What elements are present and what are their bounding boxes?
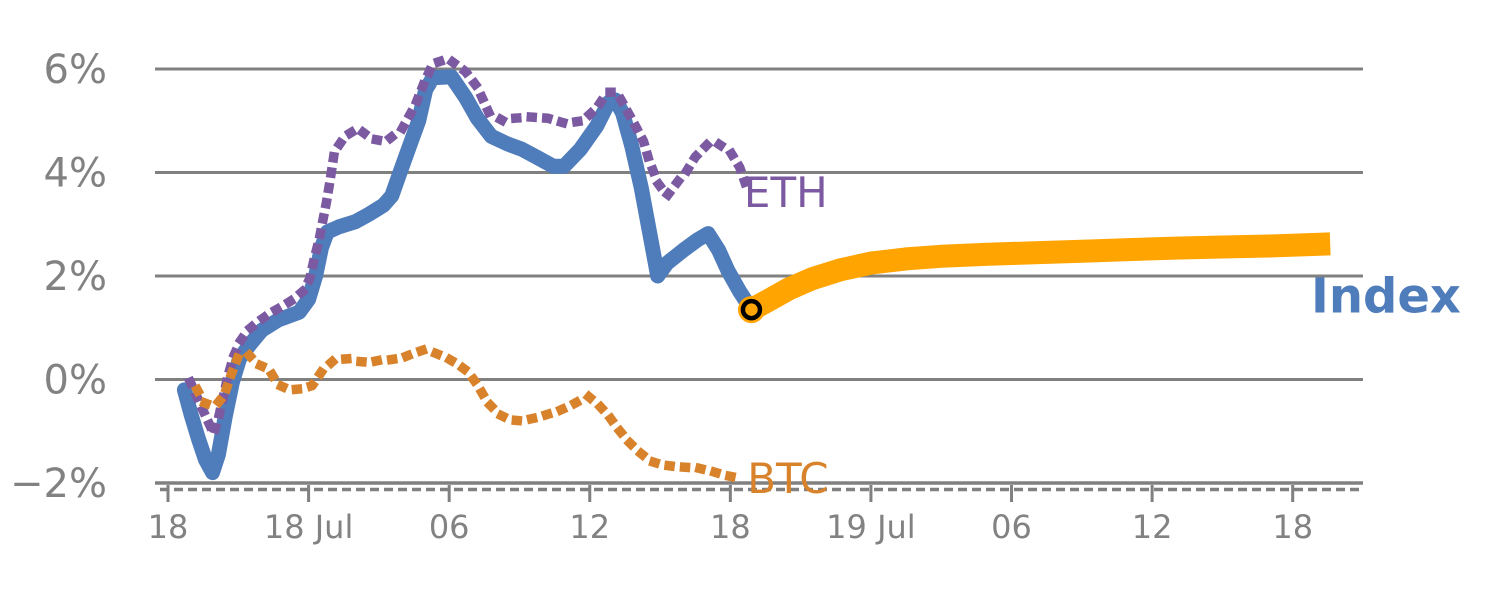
series-label-eth: ETH [744,168,828,217]
x-tick-label: 18 [1272,508,1313,546]
series-eth-line [184,53,751,439]
series-label-index: Index [1311,269,1461,325]
series-btc-line [190,345,749,485]
y-tick-label: −2% [10,461,107,507]
forecast-start-marker [740,298,763,321]
series-index-forecast-line [745,232,1331,320]
x-tick-label: 19 Jul [826,508,916,546]
x-tick-label: 12 [1132,508,1173,546]
series-index-line [176,69,759,481]
x-tick-label: 18 [148,508,189,546]
x-tick-label: 12 [569,508,610,546]
x-tick-label: 06 [991,508,1032,546]
y-tick-label: 6% [44,47,107,93]
series-label-btc: BTC [747,454,828,503]
x-tick-label: 18 [710,508,751,546]
y-tick-label: 0% [44,358,107,404]
x-tick-label: 18 Jul [264,508,354,546]
y-tick-label: 4% [44,151,107,197]
x-tick-label: 06 [429,508,470,546]
y-tick-label: 2% [44,254,107,300]
